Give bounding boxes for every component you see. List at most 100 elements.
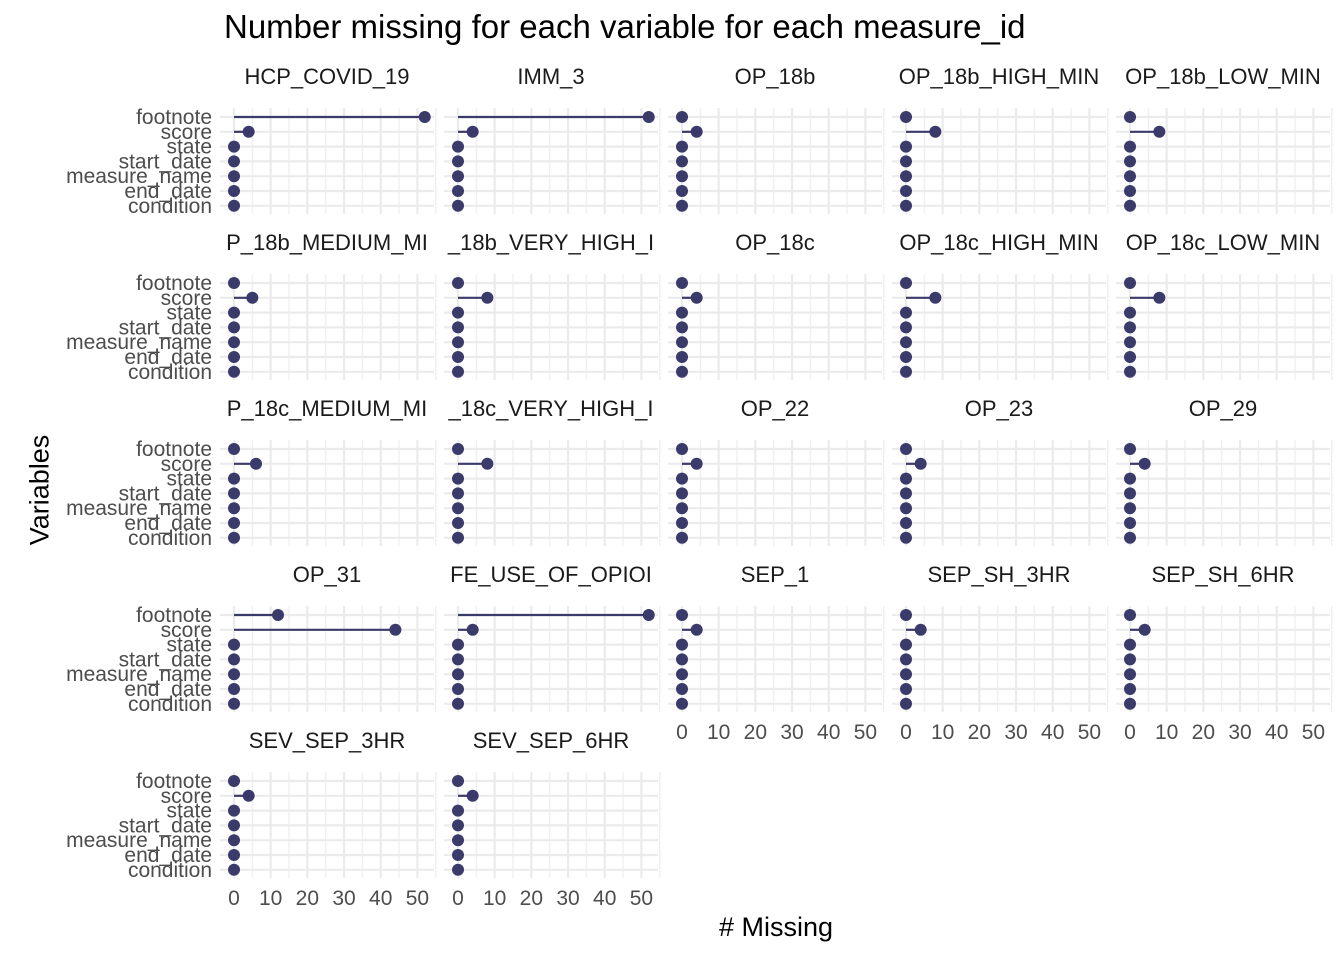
x-tick-label: 50: [630, 887, 653, 910]
facet-strip-label: OP_29: [1189, 396, 1258, 421]
lollipop-point: [900, 653, 912, 666]
lollipop-point: [228, 487, 240, 500]
lollipop-point: [1124, 517, 1136, 529]
facet-panel: HCP_COVID_19 footnotescorestatestart_date…: [66, 64, 437, 218]
facet-strip-label: OP_18b: [735, 64, 816, 89]
x-axis-label: # Missing: [718, 912, 834, 942]
lollipop-point: [1124, 155, 1136, 168]
facet-panel: OP_18b_LOW_MIN: [1116, 64, 1333, 214]
lollipop-point: [452, 199, 464, 212]
lollipop-point: [900, 668, 912, 681]
lollipop-point: [676, 697, 688, 710]
x-tick-label: 50: [406, 887, 429, 910]
lollipop-point: [690, 623, 703, 636]
facet-strip-label: FE_USE_OF_OPIOI: [450, 562, 652, 587]
lollipop-point: [900, 185, 912, 197]
y-tick-label: condition: [128, 527, 212, 550]
x-tick-label: 40: [1041, 721, 1064, 744]
y-tick-label: end_date: [124, 180, 212, 203]
lollipop-point: [1124, 472, 1136, 485]
lollipop-point: [676, 199, 688, 212]
lollipop-point: [452, 443, 464, 455]
lollipop-point: [1138, 623, 1151, 636]
facet-panel: IMM_3: [444, 64, 661, 214]
facet-strip-label: SEP_SH_6HR: [1151, 562, 1294, 587]
lollipop-point: [228, 638, 240, 651]
facet-strip-label: OP_18c: [735, 230, 815, 255]
y-axis-label: Variables: [24, 434, 55, 546]
lollipop-point: [1124, 321, 1136, 334]
y-tick-label: start_date: [119, 150, 212, 173]
lollipop-point: [228, 140, 240, 153]
lollipop-point: [452, 472, 464, 485]
lollipop-point: [676, 351, 688, 363]
lollipop-point: [1124, 306, 1136, 319]
lollipop-point: [452, 804, 464, 817]
x-tick-label: 10: [931, 721, 954, 744]
lollipop-point: [690, 125, 703, 138]
lollipop-point: [676, 683, 688, 695]
facet-strip-label: SEP_1: [741, 562, 810, 587]
lollipop-point: [228, 668, 240, 681]
x-tick-label: 10: [259, 887, 282, 910]
lollipop-point: [1124, 638, 1136, 651]
facet-strip-label: SEV_SEP_3HR: [249, 728, 406, 753]
lollipop-point: [1124, 170, 1136, 183]
y-tick-label: start_date: [119, 316, 212, 339]
x-tick-label: 20: [296, 887, 319, 910]
lollipop-point: [228, 170, 240, 183]
x-tick-label: 30: [780, 721, 803, 744]
lollipop-point: [900, 155, 912, 168]
lollipop-point: [452, 365, 464, 378]
facet-strip-label: _18b_VERY_HIGH_I: [447, 230, 654, 255]
lollipop-point: [900, 140, 912, 153]
lollipop-point: [228, 472, 240, 485]
y-tick-label: state: [166, 800, 212, 823]
y-tick-label: measure_name: [66, 331, 212, 354]
lollipop-point: [452, 819, 464, 832]
facet-panel: P_18c_MEDIUM_MI footnotescorestatestart_d…: [66, 396, 437, 550]
facet-panel: SEP_SH_6HR 0 10 20 30 40 50: [1116, 562, 1333, 744]
facet-panel: OP_18c_HIGH_MIN: [892, 230, 1109, 380]
lollipop-point: [228, 517, 240, 529]
lollipop-point: [1124, 668, 1136, 681]
facet-strip-label: SEP_SH_3HR: [927, 562, 1070, 587]
lollipop-point: [228, 819, 240, 832]
lollipop-point: [900, 609, 912, 621]
y-tick-label: end_date: [124, 844, 212, 867]
lollipop-point: [1124, 277, 1136, 289]
x-tick-label: 10: [483, 887, 506, 910]
lollipop-point: [676, 365, 688, 378]
x-tick-label: 30: [556, 887, 579, 910]
facet-panel: SEV_SEP_3HR footnotescorestatestart_datem…: [66, 728, 437, 910]
facet-strip-label: OP_18c_HIGH_MIN: [899, 230, 1098, 255]
lollipop-point: [466, 789, 479, 802]
lollipop-point: [481, 457, 494, 470]
x-tick-label: 0: [676, 721, 688, 744]
y-tick-label: score: [161, 287, 212, 310]
x-tick-label: 0: [1124, 721, 1136, 744]
lollipop-point: [1138, 457, 1151, 470]
lollipop-point: [676, 321, 688, 334]
lollipop-point: [676, 155, 688, 168]
lollipop-point: [1153, 291, 1166, 304]
y-tick-label: state: [166, 468, 212, 491]
y-tick-label: measure_name: [66, 663, 212, 686]
lollipop-point: [900, 472, 912, 485]
x-tick-label: 20: [968, 721, 991, 744]
lollipop-point: [452, 336, 464, 349]
lollipop-point: [676, 517, 688, 529]
facet-strip-label: SEV_SEP_6HR: [473, 728, 630, 753]
lollipop-point: [1124, 111, 1136, 123]
facet-panel: OP_18b_HIGH_MIN: [892, 64, 1109, 214]
lollipop-point: [228, 306, 240, 319]
y-tick-label: condition: [128, 361, 212, 384]
lollipop-point: [676, 653, 688, 666]
x-tick-label: 10: [707, 721, 730, 744]
lollipop-point: [900, 443, 912, 455]
lollipop-point: [929, 291, 942, 304]
facet-strip-label: _18c_VERY_HIGH_I: [447, 396, 653, 421]
x-tick-label: 40: [1265, 721, 1288, 744]
facet-panel: SEP_SH_3HR 0 10 20 30 40 50: [892, 562, 1109, 744]
